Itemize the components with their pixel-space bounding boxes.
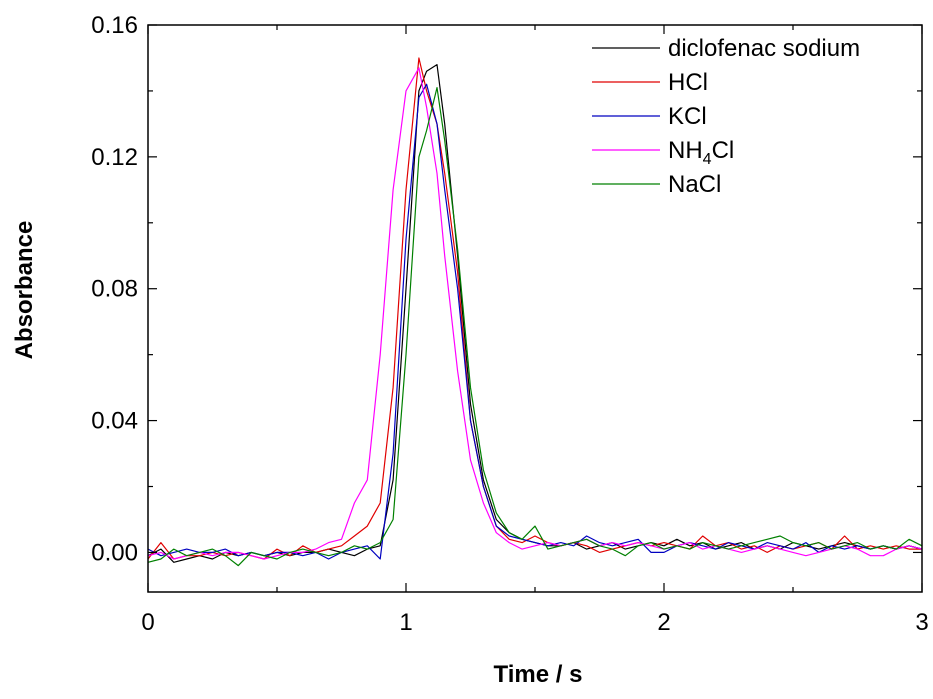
- y-tick-label: 0.16: [91, 12, 138, 39]
- legend-label: NaCl: [668, 171, 721, 198]
- y-tick-label: 0.04: [91, 408, 138, 435]
- y-tick-label: 0.00: [91, 539, 138, 566]
- x-tick-label: 1: [399, 609, 412, 636]
- legend-label: KCl: [668, 103, 707, 130]
- series-line-4: [147, 86, 923, 567]
- y-tick-label: 0.08: [91, 276, 138, 303]
- x-tick-label: 3: [915, 609, 928, 636]
- series-line-2: [147, 83, 923, 560]
- y-axis-title: Absorbance: [11, 221, 38, 360]
- axis-layer: 0 1 2 3 0.00 0.04 0.08 0.12 0.16: [91, 12, 928, 636]
- plot-layer: [147, 57, 923, 567]
- legend-label: HCl: [668, 69, 708, 96]
- series-line-1: [147, 57, 922, 560]
- legend-label: diclofenac sodium: [668, 35, 860, 62]
- plot-frame: [147, 24, 923, 593]
- series-line-0: [147, 63, 923, 563]
- x-tick-label: 2: [657, 609, 670, 636]
- x-tick-label: 0: [141, 609, 154, 636]
- series-line-3: [147, 67, 923, 560]
- legend-label: NH4Cl: [668, 137, 734, 168]
- legend: diclofenac sodium HCl KCl NH4Cl NaCl: [592, 35, 860, 198]
- x-axis-title: Time / s: [494, 661, 583, 688]
- y-tick-label: 0.12: [91, 144, 138, 171]
